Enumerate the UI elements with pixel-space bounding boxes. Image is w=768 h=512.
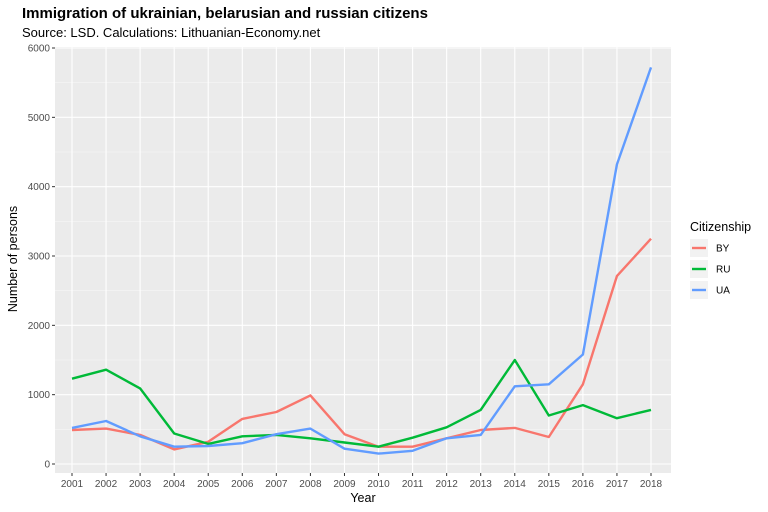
chart-title: Immigration of ukrainian, belarusian and… <box>22 5 428 22</box>
y-tick-label: 2000 <box>28 321 51 332</box>
y-tick-label: 1000 <box>28 390 51 401</box>
series-line-ru <box>71 358 652 448</box>
x-axis-ticks: 2001 2002 2003 2004 2005 2006 2007 2008 2009 2010… <box>61 473 663 490</box>
y-tick-label: 3000 <box>28 252 51 263</box>
x-tick-label: 2012 <box>436 479 459 490</box>
chart-subtitle: Source: LSD. Calculations: Lithuanian-Ec… <box>22 25 321 40</box>
y-tick-label: 4000 <box>28 182 51 193</box>
x-tick-label: 2016 <box>572 479 595 490</box>
x-tick-label: 2001 <box>61 479 84 490</box>
x-tick-label: 2007 <box>265 479 288 490</box>
plot-panel <box>55 47 671 473</box>
series-line-ua <box>71 67 653 455</box>
legend-label-by: BY <box>716 244 730 255</box>
x-tick-label: 2006 <box>231 479 254 490</box>
legend-keys: BY RU UA <box>690 239 730 299</box>
x-axis-title: Year <box>350 491 375 505</box>
x-tick-label: 2005 <box>197 479 220 490</box>
x-tick-label: 2014 <box>504 479 527 490</box>
x-tick-label: 2002 <box>95 479 118 490</box>
x-tick-label: 2009 <box>333 479 356 490</box>
x-tick-label: 2011 <box>402 479 424 490</box>
x-tick-label: 2015 <box>538 479 561 490</box>
x-tick-label: 2008 <box>299 479 322 490</box>
grid-major <box>55 47 671 473</box>
y-axis-title: Number of persons <box>6 206 20 312</box>
series-line-by <box>71 237 652 451</box>
y-tick-label: 6000 <box>28 44 51 55</box>
x-tick-label: 2010 <box>367 479 390 490</box>
x-tick-label: 2013 <box>470 479 493 490</box>
legend: Citizenship BY RU UA <box>690 220 751 299</box>
x-tick-label: 2017 <box>606 479 629 490</box>
y-tick-label: 0 <box>44 460 50 471</box>
legend-label-ua: UA <box>716 286 730 297</box>
legend-label-ru: RU <box>716 265 730 276</box>
x-tick-label: 2018 <box>640 479 663 490</box>
grid-minor <box>55 82 671 430</box>
legend-title: Citizenship <box>690 220 751 234</box>
y-axis-ticks: 0 1000 2000 3000 4000 5000 6000 <box>28 44 55 471</box>
x-tick-label: 2004 <box>163 479 186 490</box>
x-tick-label: 2003 <box>129 479 152 490</box>
series-lines <box>71 67 653 455</box>
y-tick-label: 5000 <box>28 113 51 124</box>
